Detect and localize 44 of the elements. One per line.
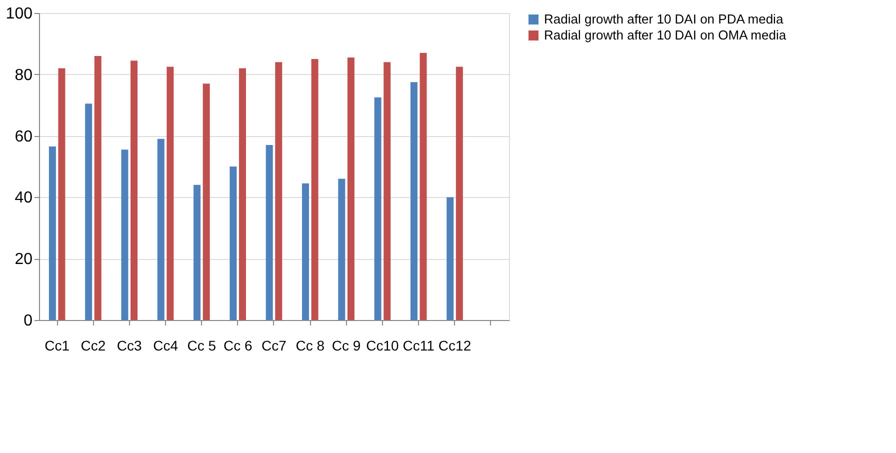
x-tick-label: Cc 9 [332,338,361,354]
bar [58,68,66,320]
bar [384,62,391,320]
bar [275,62,282,320]
bar [266,145,273,320]
legend-label: Radial growth after 10 DAI on OMA media [544,28,787,42]
x-tick-label: Cc3 [116,338,142,354]
x-tick-label: Cc7 [262,338,287,354]
bar [202,84,210,320]
x-tick-label: Cc2 [80,338,106,354]
bar [48,146,56,320]
bar [311,59,318,320]
bar [194,184,201,320]
bar [85,104,92,320]
bar [420,52,427,320]
bar [238,68,246,320]
bar [338,178,346,320]
bar [157,138,164,320]
y-tick-label: 0 [24,312,33,330]
x-tick-label: Cc 6 [223,338,252,354]
x-tick-label: Cc 8 [296,338,325,354]
bar [347,58,354,320]
x-tick-label: Cc10 [366,338,400,354]
y-tick-label: 40 [14,190,33,207]
y-tick-label: 80 [14,66,33,84]
x-tick-label: Cc1 [44,338,70,354]
x-tick-label: Cc 5 [187,338,216,354]
bar [410,82,418,320]
y-tick-label: 100 [6,6,33,22]
bar [374,97,382,320]
y-tick-label: 60 [14,128,33,146]
bar [456,66,463,320]
bar [446,197,454,320]
bar [166,66,174,320]
bar [302,183,310,320]
bar [130,60,138,320]
bar [121,150,128,320]
y-tick-label: 20 [14,251,33,268]
legend-label: Radial growth after 10 DAI on PDA media [544,12,784,26]
bar [230,166,237,320]
bar [94,56,102,320]
x-tick-label: Cc11 [402,338,435,354]
x-tick-label: Cc12 [438,338,472,354]
x-tick-label: Cc4 [153,338,178,354]
